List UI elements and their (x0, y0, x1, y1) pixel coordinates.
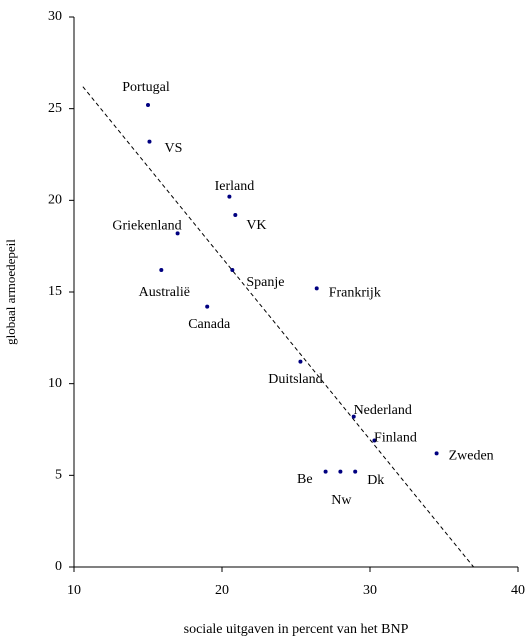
point-label: VK (246, 218, 266, 233)
point (233, 213, 238, 217)
trendline (82, 86, 474, 568)
x-axis-label: sociale uitgaven in percent van het BNP (184, 622, 409, 637)
point-label: Zweden (449, 449, 494, 464)
y-axis-label: globaal armoedepeil (3, 239, 18, 345)
point-label: Spanje (246, 275, 284, 290)
point-label: Ierland (215, 179, 255, 194)
point (227, 194, 232, 199)
point-label: Finland (374, 431, 417, 446)
point-label: Portugal (122, 80, 170, 95)
point (230, 268, 235, 272)
y-tick-label: 30 (48, 9, 62, 24)
y-tick-label: 5 (55, 468, 62, 483)
y-tick-label: 25 (48, 101, 62, 116)
point-label: VS (164, 141, 182, 156)
x-tick-label: 10 (67, 583, 81, 598)
point (434, 451, 439, 456)
x-tick-label: 30 (363, 583, 377, 598)
point (372, 438, 377, 443)
point (351, 414, 356, 419)
point (314, 286, 319, 291)
point-label: Dk (367, 473, 384, 488)
point-label: Australië (139, 285, 190, 300)
point (298, 359, 303, 364)
y-tick-label: 10 (48, 376, 62, 391)
y-tick-label: 0 (55, 559, 62, 574)
y-tick-label: 20 (48, 193, 62, 208)
point-label: Nw (331, 493, 352, 508)
point (147, 139, 152, 144)
point-label: Frankrijk (329, 286, 381, 301)
point (205, 304, 210, 309)
point-label: Be (297, 472, 313, 487)
point (175, 231, 180, 236)
point-label: Canada (188, 317, 231, 332)
x-tick-label: 40 (511, 583, 525, 598)
point (146, 103, 150, 107)
point-label: Nederland (354, 403, 412, 418)
point (338, 469, 343, 474)
point (323, 469, 328, 474)
point-label: Griekenland (112, 219, 181, 234)
x-tick-label: 20 (215, 583, 229, 598)
point (353, 469, 358, 474)
point (159, 268, 164, 272)
point-label: Duitsland (268, 372, 322, 387)
y-tick-label: 15 (48, 284, 62, 299)
